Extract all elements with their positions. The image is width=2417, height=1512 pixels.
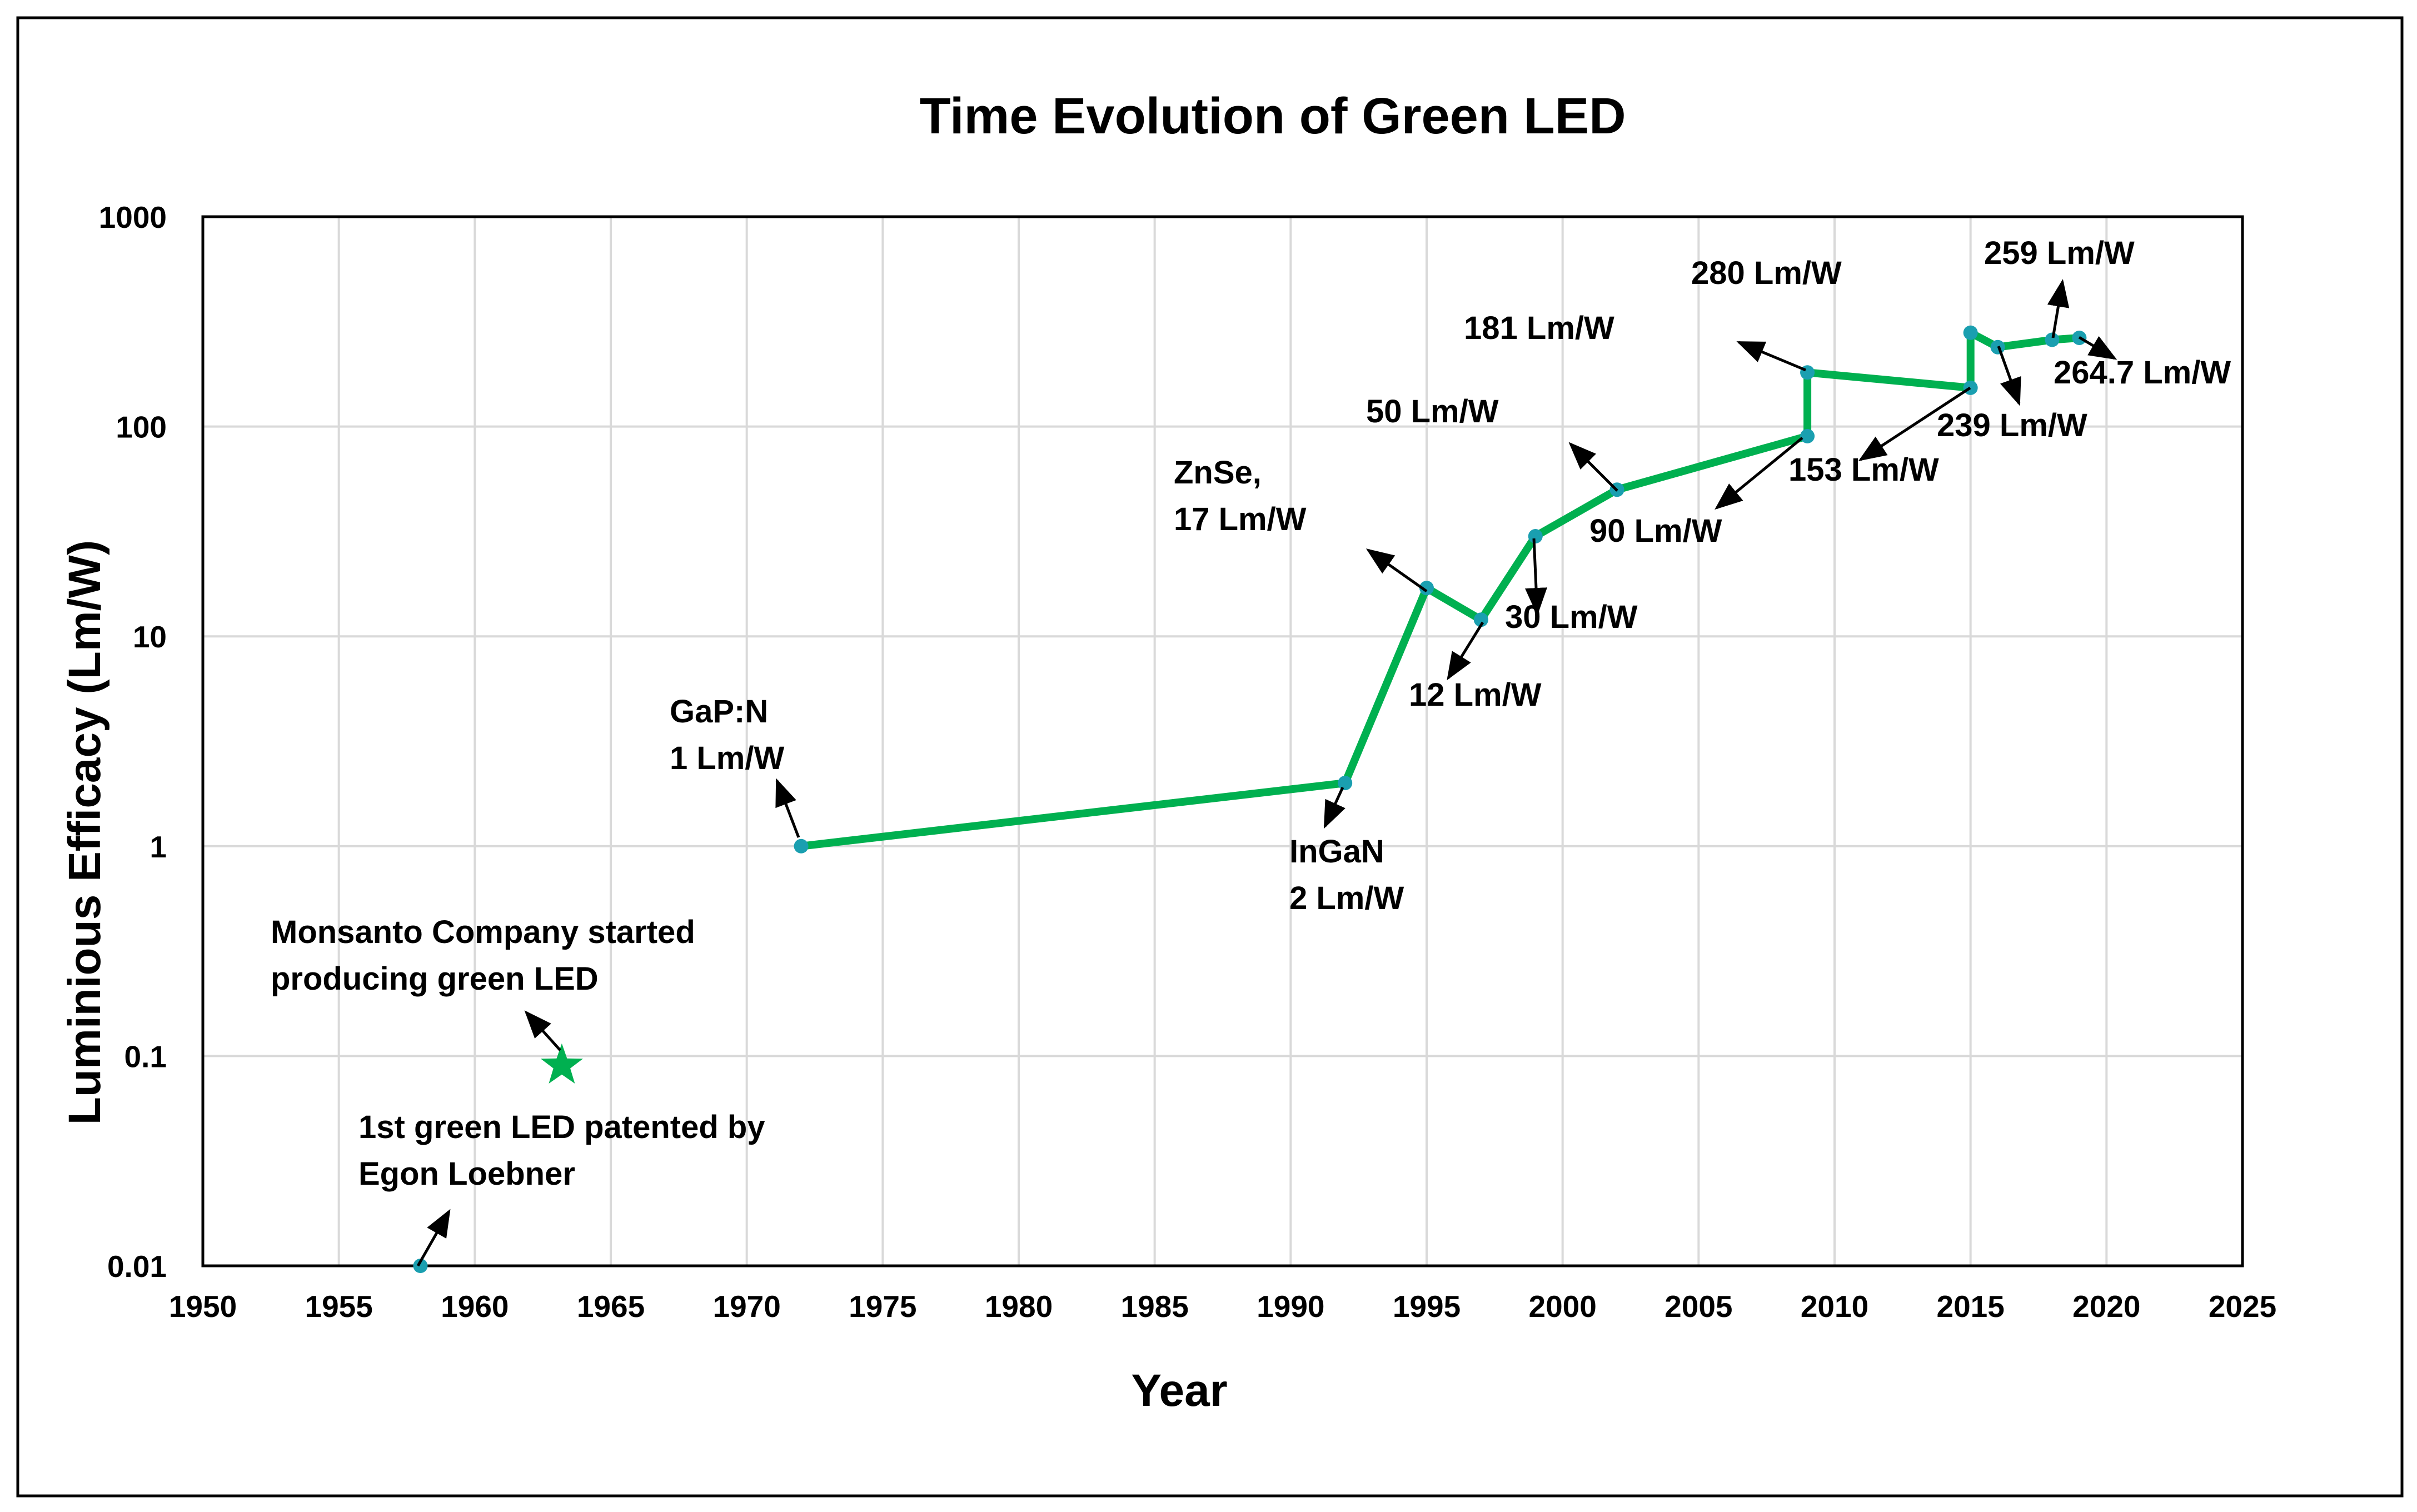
annotation: GaP:N 1 Lm/W [670, 693, 800, 838]
plot-area-frame [201, 215, 2244, 1268]
y-tick-label: 1 [149, 830, 167, 864]
data-point [1800, 428, 1815, 443]
annotation-label: 264.7 Lm/W [2054, 355, 2231, 391]
annotation: InGaN 2 Lm/W [1289, 786, 1404, 916]
milestone-point [413, 1259, 428, 1273]
annotation-arrow [2078, 336, 2117, 360]
annotation: 90 Lm/W [1589, 437, 1803, 549]
x-tick-label: 2025 [2209, 1289, 2276, 1324]
milestone-star-marker [540, 1043, 583, 1084]
annotation-arrow [524, 1010, 561, 1051]
data-point [794, 839, 809, 854]
annotations: 1st green LED patented by Egon Loebner Mon… [271, 235, 2231, 1267]
annotation-arrow [416, 1209, 451, 1267]
annotation-arrow [1525, 538, 1547, 616]
x-tick-label: 1950 [169, 1289, 237, 1324]
y-axis-label: Luminious Efficacy (Lm/W) [59, 540, 110, 1125]
annotation-label: 259 Lm/W [1984, 235, 2135, 271]
annotation: 12 Lm/W [1409, 621, 1542, 713]
data-point [2045, 332, 2060, 347]
data-point [1419, 581, 1434, 596]
x-tick-label: 2010 [1801, 1289, 1868, 1324]
data-point [1963, 380, 1978, 395]
x-tick-label: 2000 [1528, 1289, 1596, 1324]
annotation: 259 Lm/W [1984, 235, 2135, 338]
annotation-arrow [1366, 548, 1428, 593]
annotation-label: ZnSe, [1174, 455, 1262, 491]
annotation-arrow [2047, 279, 2070, 338]
x-tick-label: 2020 [2072, 1289, 2140, 1324]
annotation: 181 Lm/W [1464, 310, 1806, 372]
annotation-label: 280 Lm/W [1691, 255, 1842, 291]
y-tick-label: 100 [116, 410, 167, 445]
outer-frame [16, 16, 2404, 1498]
annotation: 30 Lm/W [1505, 538, 1638, 635]
x-tick-label: 1975 [849, 1289, 916, 1324]
axis-tick-labels: 1950 1955 1960 1965 1970 1975 1980 1985 1990 1995… [99, 200, 2277, 1324]
annotation: 1st green LED patented by Egon Loebner [358, 1109, 765, 1267]
data-point [1963, 325, 1978, 340]
annotation-label: 2 Lm/W [1289, 880, 1404, 916]
x-tick-label: 2015 [1936, 1289, 2004, 1324]
x-tick-label: 2005 [1665, 1289, 1732, 1324]
annotation-arrow [1736, 341, 1806, 372]
annotation: 153 Lm/W [1788, 386, 1971, 488]
annotation-arrow [1997, 346, 2021, 406]
x-tick-label: 1955 [305, 1289, 372, 1324]
annotation-arrow [1323, 786, 1345, 829]
annotation-label: 50 Lm/W [1366, 393, 1499, 430]
annotation-arrow [1715, 437, 1803, 510]
x-tick-label: 1970 [712, 1289, 780, 1324]
annotation-label: 90 Lm/W [1589, 513, 1722, 549]
x-tick-label: 1990 [1257, 1289, 1324, 1324]
annotation: 239 Lm/W [1937, 346, 2087, 443]
annotation-arrow [1447, 621, 1484, 681]
y-tick-label: 10 [133, 620, 167, 654]
annotation-label: 12 Lm/W [1409, 677, 1542, 713]
annotation: 280 Lm/W [1691, 255, 1842, 291]
annotation-label: 239 Lm/W [1937, 407, 2087, 443]
annotation-arrow [1858, 386, 1971, 461]
x-tick-label: 1995 [1393, 1289, 1461, 1324]
annotation-label: 1st green LED patented by [358, 1109, 765, 1145]
data-point [1338, 776, 1353, 791]
y-tick-label: 0.01 [107, 1249, 167, 1284]
annotation-label: 1 Lm/W [670, 740, 784, 776]
x-tick-label: 1985 [1120, 1289, 1188, 1324]
data-point [1528, 529, 1543, 544]
x-axis-label: Year [1131, 1365, 1227, 1416]
x-tick-label: 1960 [441, 1289, 509, 1324]
annotation-label: 30 Lm/W [1505, 599, 1638, 635]
annotation-arrow [1568, 442, 1618, 492]
chart-title: Time Evolution of Green LED [919, 88, 1626, 144]
data-point [1473, 612, 1488, 627]
annotation-label: Monsanto Company started [271, 914, 695, 950]
annotation: 264.7 Lm/W [2054, 336, 2231, 391]
annotation: 50 Lm/W [1366, 393, 1618, 492]
annotation: ZnSe, 17 Lm/W [1174, 455, 1428, 593]
annotation-label: 17 Lm/W [1174, 501, 1307, 537]
annotation-label: Egon Loebner [358, 1156, 575, 1192]
y-tick-label: 0.1 [124, 1039, 167, 1074]
annotation-label: InGaN [1289, 834, 1384, 870]
annotation-label: GaP:N [670, 693, 768, 730]
annotation: Monsanto Company started producing green … [271, 914, 695, 1051]
x-tick-label: 1980 [985, 1289, 1053, 1324]
annotation-label: producing green LED [271, 961, 599, 997]
y-tick-label: 1000 [99, 200, 167, 234]
x-tick-label: 1965 [577, 1289, 645, 1324]
annotation-arrow [775, 778, 800, 838]
annotation-label: 181 Lm/W [1464, 310, 1614, 346]
